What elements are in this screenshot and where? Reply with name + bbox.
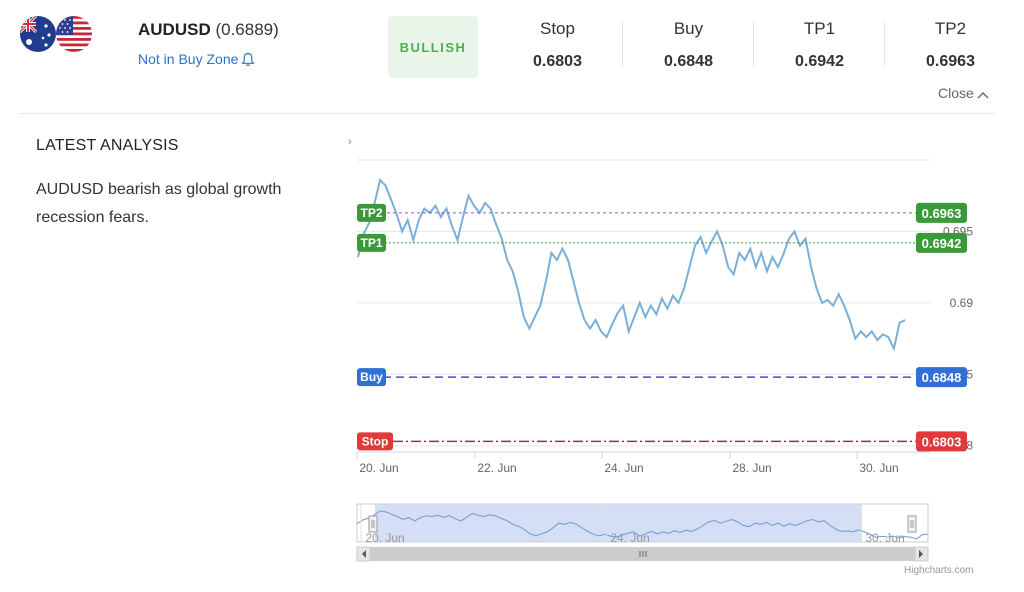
- x-tick-label: 22. Jun: [477, 461, 516, 475]
- navigator-series-line: [356, 510, 929, 540]
- tp1-left-tag: [357, 233, 386, 252]
- tp2-value-tag-label: 0.6963: [922, 206, 962, 221]
- navigator-right-handle[interactable]: [907, 515, 917, 533]
- stop-left-tag-label: Stop: [362, 434, 389, 448]
- pair-title: AUDUSD (0.6889): [138, 20, 279, 40]
- level-value: 0.6963: [926, 53, 975, 70]
- zone-status-label: Not in Buy Zone: [138, 51, 239, 67]
- tp1-left-tag-label: TP1: [360, 236, 382, 250]
- navigator-date-label: 20. Jun: [365, 531, 404, 545]
- stop-left-tag: [357, 432, 393, 451]
- level-value: 0.6848: [664, 53, 713, 70]
- close-button[interactable]: Close: [938, 85, 989, 101]
- x-tick-label: 28. Jun: [732, 461, 771, 475]
- tp2-left-tag-label: TP2: [360, 206, 382, 220]
- level-label: TP2: [934, 19, 967, 38]
- navigator-date-label: 24. Jun: [610, 531, 649, 545]
- navigator-date-label: 30. Jun: [865, 531, 904, 545]
- level-tp2: TP2 0.6963: [885, 16, 1016, 76]
- close-label: Close: [938, 85, 974, 101]
- currency-flags: [20, 16, 94, 54]
- level-divider: [884, 22, 885, 66]
- tp1-value-tag: [916, 232, 967, 253]
- buy-left-tag: [357, 368, 386, 387]
- trade-levels: Stop 0.6803 Buy 0.6848 TP1 0.6942 TP2 0.…: [492, 16, 1018, 76]
- level-tp1: TP1 0.6942: [754, 16, 885, 76]
- level-stop: Stop 0.6803: [492, 16, 623, 76]
- level-value: 0.6942: [795, 53, 844, 70]
- price-chart: 0.6950.690.6850.68TP20.6963TP10.6942Buy0…: [356, 159, 974, 562]
- x-tick-label: 24. Jun: [604, 461, 643, 475]
- buy-zone-alert-link[interactable]: Not in Buy Zone: [138, 51, 256, 67]
- analysis-text: AUDUSD bearish as global growth recessio…: [36, 181, 282, 226]
- buy-value-tag-label: 0.6848: [922, 370, 962, 385]
- buy-left-tag-label: Buy: [360, 370, 383, 384]
- sentiment-badge: BULLISH: [388, 16, 478, 78]
- scroll-right-arrow-icon: [919, 550, 923, 558]
- tp2-left-tag: [357, 203, 386, 222]
- level-divider: [622, 22, 623, 66]
- bell-icon: [241, 52, 256, 66]
- scroll-left-arrow-icon: [362, 550, 366, 558]
- level-label: Buy: [673, 19, 704, 38]
- stop-value-tag-label: 0.6803: [922, 434, 962, 449]
- level-label: TP1: [803, 19, 836, 38]
- tp1-value-tag-label: 0.6942: [922, 236, 962, 251]
- x-tick-label: 30. Jun: [859, 461, 898, 475]
- australia-flag-icon: [20, 16, 56, 52]
- level-value: 0.6803: [533, 53, 582, 70]
- price-series-line: [357, 177, 906, 352]
- buy-value-tag: [916, 367, 967, 388]
- header-divider: [20, 113, 995, 114]
- pair-symbol: AUDUSD: [138, 20, 211, 39]
- tp2-value-tag: [916, 202, 967, 223]
- chevron-right-icon[interactable]: ›: [348, 136, 352, 148]
- usa-flag-icon: [56, 16, 92, 52]
- navigator-left-handle[interactable]: [368, 515, 378, 533]
- navigator-selection: [375, 504, 862, 542]
- x-tick-label: 20. Jun: [359, 461, 398, 475]
- level-divider: [753, 22, 754, 66]
- stop-value-tag: [916, 431, 967, 452]
- instrument-header: AUDUSD (0.6889) Not in Buy Zone BULLISH …: [0, 0, 1024, 112]
- analysis-title: LATEST ANALYSIS: [36, 137, 179, 154]
- level-label: Stop: [540, 19, 575, 38]
- level-buy: Buy 0.6848: [623, 16, 754, 76]
- chart-credit[interactable]: Highcharts.com: [904, 565, 974, 576]
- chevron-up-icon: [977, 92, 989, 99]
- y-tick-label: 0.69: [950, 296, 974, 310]
- pair-price: (0.6889): [215, 20, 279, 39]
